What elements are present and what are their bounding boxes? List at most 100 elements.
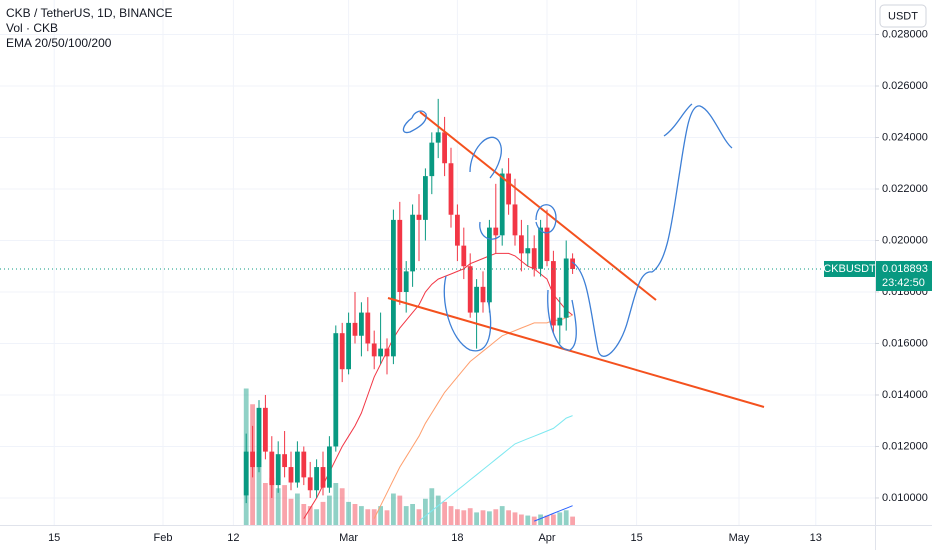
volume-bar xyxy=(295,493,300,525)
candle-body xyxy=(378,348,383,357)
freehand xyxy=(443,275,492,352)
volume-bar xyxy=(384,510,390,525)
candle-body xyxy=(467,266,473,313)
candle-body xyxy=(531,248,537,269)
candle-body xyxy=(256,407,262,468)
volume-bar xyxy=(288,498,294,525)
candle-body xyxy=(519,235,524,254)
candle-body xyxy=(570,258,575,269)
freehand xyxy=(547,289,577,351)
candle-body xyxy=(544,227,550,262)
candle-body xyxy=(474,286,479,313)
volume-bar xyxy=(563,510,569,525)
x-tick-label: Mar xyxy=(339,532,358,544)
candle-body xyxy=(275,454,281,486)
candle-body xyxy=(327,446,332,488)
candle-body xyxy=(391,219,396,357)
volume-bar xyxy=(320,501,326,525)
candle-body xyxy=(384,348,390,357)
volume-bar xyxy=(493,509,499,525)
volume-bar xyxy=(397,495,403,525)
volume-layer xyxy=(243,388,575,525)
freehand xyxy=(479,221,501,240)
x-tick-label: 15 xyxy=(48,532,60,544)
y-tick-label: 0.024000 xyxy=(882,131,928,143)
ema-line xyxy=(534,505,573,522)
candle-body xyxy=(295,451,300,483)
candle-body xyxy=(243,451,249,496)
candle-body xyxy=(455,214,460,246)
x-tick-label: Apr xyxy=(538,532,555,544)
candle-body xyxy=(371,343,377,357)
candle-body xyxy=(250,451,255,468)
candle-body xyxy=(442,132,447,164)
candle-body xyxy=(314,467,319,491)
volume-bar xyxy=(263,483,268,525)
symbol-tag xyxy=(824,260,875,277)
y-tick-label: 0.026000 xyxy=(882,80,928,92)
volume-bar xyxy=(474,512,479,525)
volume-bar xyxy=(410,504,415,525)
volume-bar xyxy=(339,488,345,525)
candle-body xyxy=(487,227,492,303)
volume-bar xyxy=(467,508,473,525)
currency-label[interactable]: USDT xyxy=(888,10,918,22)
volume-bar xyxy=(557,512,563,525)
candle-body xyxy=(403,271,409,292)
candle-body xyxy=(551,261,556,326)
freehand xyxy=(571,105,733,357)
candle-body xyxy=(269,451,275,486)
candle-body xyxy=(461,245,467,267)
candle-body xyxy=(365,312,371,344)
candle-body xyxy=(320,467,326,488)
freehand xyxy=(402,110,427,134)
candle-body xyxy=(435,132,441,143)
volume-bar xyxy=(307,506,313,525)
x-tick-label: 12 xyxy=(227,532,239,544)
volume-bar xyxy=(314,509,319,525)
volume-bar xyxy=(519,514,524,525)
y-tick-label: 0.028000 xyxy=(882,28,928,40)
volume-bar xyxy=(275,488,281,525)
candle-body xyxy=(263,407,268,452)
candle-body xyxy=(525,248,531,254)
volume-bar xyxy=(435,495,441,525)
y-tick-label: 0.022000 xyxy=(882,183,928,195)
candle-body xyxy=(563,258,569,318)
last-price-label: 0.018893 xyxy=(882,263,928,275)
volume-bar xyxy=(461,510,467,525)
volume-bar xyxy=(256,451,262,525)
x-tick-label: Feb xyxy=(154,532,173,544)
volume-bar xyxy=(538,514,543,525)
currency-button[interactable] xyxy=(879,4,927,28)
freehand xyxy=(469,136,502,179)
y-tick-label: 0.016000 xyxy=(882,337,928,349)
y-tick-label: 0.010000 xyxy=(882,492,928,504)
volume-bar xyxy=(365,509,371,525)
y-tick-label: 0.020000 xyxy=(882,234,928,246)
volume-bar xyxy=(301,504,307,525)
volume-bar xyxy=(570,516,575,525)
countdown-label: 23:42:50 xyxy=(882,277,925,289)
volume-bar xyxy=(352,504,358,525)
candle-body xyxy=(423,176,428,220)
candle-body xyxy=(416,214,422,220)
candle-body xyxy=(480,286,486,303)
candle-body xyxy=(410,214,415,272)
volume-bar xyxy=(525,515,531,525)
volume-bar xyxy=(282,485,287,525)
x-tick-label: 15 xyxy=(630,532,642,544)
x-tick-label: 13 xyxy=(810,532,822,544)
chart-title: CKB / TetherUS, 1D, BINANCE xyxy=(6,6,173,20)
y-tick-label: 0.012000 xyxy=(882,440,928,452)
ema-line xyxy=(418,415,573,522)
volume-bar xyxy=(448,506,454,525)
y-tick-label: 0.014000 xyxy=(882,389,928,401)
candle-body xyxy=(557,317,563,326)
candle-body xyxy=(429,142,435,177)
trend-line xyxy=(387,297,765,408)
last-price-box xyxy=(876,260,932,291)
volume-bar xyxy=(506,510,511,525)
candle-body xyxy=(282,454,287,468)
